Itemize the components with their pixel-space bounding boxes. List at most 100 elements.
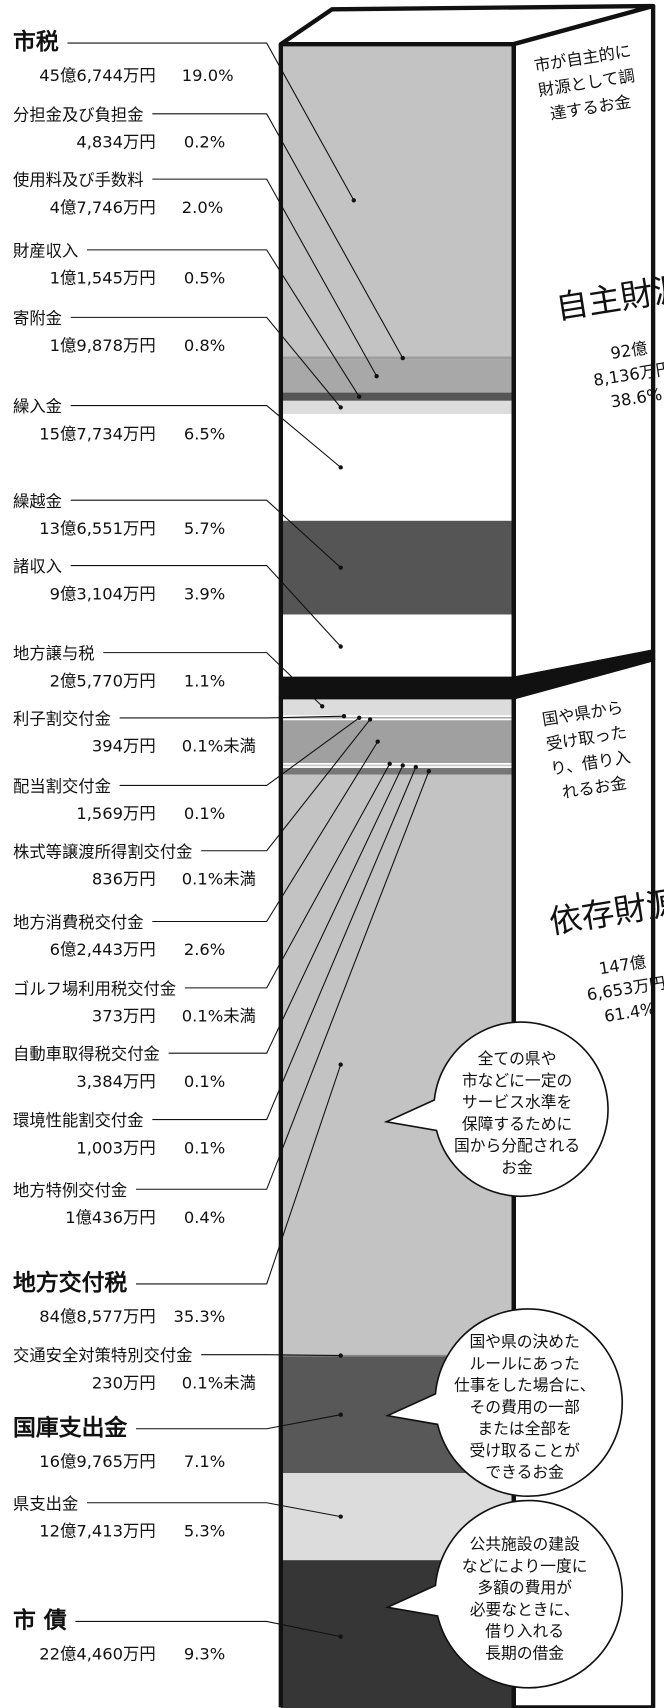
leaders [67,42,432,1639]
item-name: 地方消費税交付金 [13,913,144,932]
leader-dot [357,394,362,399]
bubble-text: などにより一度に [462,1556,588,1575]
bubbles: 全ての県や市などに一定のサービス水準を保障するために国から分配されるお金国や県の… [383,1021,624,1689]
item-percent: 0.1%未満 [182,737,256,756]
leader-dot [357,715,362,720]
item-name: 交通安全対策特別交付金 [13,1346,192,1365]
bubble [383,1021,609,1198]
leader-line [152,113,404,359]
item-percent: 0.1% [184,1138,225,1157]
item-percent: 2.0% [182,198,223,217]
segment [280,716,514,719]
segment [280,715,514,717]
leader-line [168,765,404,1054]
leader-line [136,1414,341,1430]
segment [280,520,514,615]
leader-dot [351,198,356,203]
leader-dot [338,465,343,470]
leader-dot [338,644,343,649]
item-amount: 230万円 [92,1373,156,1392]
item-percent: 0.1% [184,804,225,823]
bubble-text: 保障するために [462,1114,572,1133]
segment [280,697,514,716]
item-percent: 0.5% [184,269,225,288]
item-percent: 0.1%未満 [182,1373,256,1392]
item-percent: 5.3% [184,1522,225,1541]
leader-dot [338,1514,343,1519]
leader-line [70,316,342,408]
leader-line [152,766,417,1121]
leader-line [152,741,379,923]
leader-dot [426,769,432,774]
bubble-text: 国や県の決めた [469,1332,579,1351]
leader-dot [338,405,343,410]
segment [280,392,514,401]
item-name: 利子割交付金 [13,709,111,728]
bubble-text: 長期の借金 [485,1643,564,1662]
leader-line [75,1620,341,1638]
leader-dot [400,355,405,361]
leader-dot [338,1353,343,1358]
item-name: ゴルフ場利用税交付金 [13,979,176,998]
item-amount: 16億9,765万円 [39,1452,155,1471]
item-name: 繰越金 [13,492,62,511]
leader-dot [341,713,347,719]
item-percent: 0.1% [184,1072,225,1091]
segment [280,767,514,775]
leader-line [119,717,360,786]
bubble-text: ルールにあった [469,1354,579,1373]
leader-line [119,715,344,719]
leader-dot [413,764,418,770]
item-percent: 35.3% [173,1307,225,1326]
segment [280,1354,514,1357]
leader-dot [367,717,373,722]
item-percent: 9.3% [184,1645,225,1664]
item-percent: 2.6% [184,940,225,959]
item-percent: 0.2% [184,133,225,152]
leader-line [184,763,391,989]
leader-line [87,1502,341,1518]
bubble-text: できるお金 [485,1463,564,1482]
bubble-text: 国から分配される [454,1136,580,1155]
item-name: 環境性能割交付金 [13,1111,144,1130]
item-percent: 0.8% [184,336,225,355]
item-amount: 836万円 [92,869,156,888]
segment [280,718,514,721]
leader-dot [320,704,325,709]
segment [280,44,514,357]
segment [280,720,514,763]
item-name: 市 債 [13,1607,67,1634]
bubble [384,1499,624,1689]
item-name: 地方交付税 [13,1269,127,1296]
leader-line [103,652,323,707]
bubble-text: 借り入れる [485,1622,564,1641]
item-name: 使用料及び手数料 [13,171,144,190]
leader-dot [338,1412,343,1417]
bubble-text: その費用の一部 [469,1397,579,1416]
leader-line [152,178,378,377]
bubble-text: 受け取ることが [469,1441,580,1460]
bubble-text: 多額の費用が [477,1578,572,1597]
item-percent: 0.1%未満 [182,1007,256,1026]
item-amount: 9億3,104万円 [50,584,156,603]
item-name: 寄附金 [13,309,62,328]
segment [280,359,514,393]
item-amount: 45億6,744万円 [39,66,155,85]
item-name: 財産収入 [13,241,78,260]
item-amount: 394万円 [92,737,156,756]
leader-line [67,42,355,201]
item-amount: 4,834万円 [76,133,155,152]
item-name: 地方譲与税 [13,644,95,663]
item-name: 分担金及び負担金 [13,105,144,124]
item-name: 国庫支出金 [13,1414,128,1441]
item-amount: 4億7,746万円 [50,198,156,217]
leader-dot [400,763,405,768]
segment [280,766,514,768]
item-amount: 1,569万円 [76,804,155,823]
bubble-text: 全ての県や [478,1049,557,1068]
item-name: 県支出金 [13,1494,78,1513]
bubble-text: 仕事をした場合に、 [454,1376,595,1395]
leader-line [135,771,430,1190]
item-amount: 15億7,734万円 [39,424,155,443]
